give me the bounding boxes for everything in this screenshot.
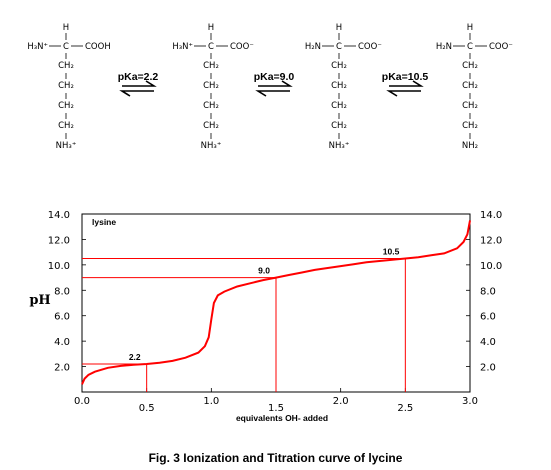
alpha-amine: H₃N⁺ <box>27 42 48 52</box>
methylene-group: CH₂ <box>331 101 347 111</box>
equilibrium-1: pKa=2.2 <box>118 71 159 97</box>
methylene-group: CH₂ <box>331 121 347 131</box>
y-tick-label-right: 12.0 <box>480 235 502 246</box>
methylene-group: CH₂ <box>203 81 219 91</box>
pka-label: pKa=2.2 <box>118 71 159 83</box>
y-tick-label-right: 2.0 <box>480 363 496 374</box>
alpha-hydrogen: H <box>208 23 214 33</box>
x-tick-label: 1.5 <box>268 403 284 414</box>
x-axis-label: equivalents OH- added <box>236 413 328 423</box>
y-tick-label-left: 4.0 <box>54 337 70 348</box>
methylene-group: CH₂ <box>58 81 74 91</box>
methylene-group: CH₂ <box>203 101 219 111</box>
carboxyl-group: COO⁻ <box>489 42 513 52</box>
reverse-arrow <box>255 90 290 97</box>
y-tick-label-left: 2.0 <box>54 363 70 374</box>
side-chain-amine: NH₂ <box>462 141 478 151</box>
y-tick-label-right: 10.0 <box>480 261 502 272</box>
lysine-structure-3: H H₂N C COO⁻ CH₂ CH₂ CH₂ CH₂ NH₃⁺ <box>305 23 382 151</box>
y-tick-label-right: 6.0 <box>480 312 496 323</box>
methylene-group: CH₂ <box>58 121 74 131</box>
methylene-group: CH₂ <box>462 101 478 111</box>
y-tick-label-left: 12.0 <box>48 235 70 246</box>
carboxyl-group: COO⁻ <box>358 42 382 52</box>
x-tick-label: 2.5 <box>397 403 413 414</box>
alpha-carbon: C <box>208 42 214 52</box>
y-tick-label-right: 4.0 <box>480 337 496 348</box>
x-tick-label: 1.0 <box>203 396 219 407</box>
methylene-group: CH₂ <box>331 61 347 71</box>
alpha-amine: H₂N <box>305 42 321 52</box>
lysine-structure-4: H H₂N C COO⁻ CH₂ CH₂ CH₂ CH₂ NH₂ <box>436 23 513 151</box>
forward-arrow <box>389 80 424 87</box>
side-chain-amine: NH₃⁺ <box>329 141 350 151</box>
methylene-group: CH₂ <box>203 121 219 131</box>
y-tick-label-left: 14.0 <box>48 210 70 221</box>
titration-chart: 2.0 2.0 4.0 4.0 6.0 6.0 8.0 8.0 10.0 10.0 12.0 12.0… <box>29 210 502 423</box>
lysine-structure-1: H H₃N⁺ C COOH CH₂ CH₂ CH₂ CH₂ NH₃⁺ <box>27 23 110 151</box>
ionization-scheme: H H₃N⁺ C COOH CH₂ CH₂ CH₂ CH₂ NH₃⁺ H H₃N⁺ C COO⁻ CH₂ C… <box>27 23 513 151</box>
pka-annotation: 10.5 <box>383 247 400 257</box>
alpha-amine: H₃N⁺ <box>172 42 193 52</box>
methylene-group: CH₂ <box>58 61 74 71</box>
methylene-group: CH₂ <box>462 121 478 131</box>
y-tick-label-right: 8.0 <box>480 286 496 297</box>
methylene-group: CH₂ <box>203 61 219 71</box>
methylene-group: CH₂ <box>58 101 74 111</box>
equilibrium-3: pKa=10.5 <box>382 71 429 97</box>
alpha-carbon: C <box>467 42 473 52</box>
methylene-group: CH₂ <box>462 81 478 91</box>
alpha-carbon: C <box>336 42 342 52</box>
carboxyl-group: COO⁻ <box>230 42 254 52</box>
carboxyl-group: COOH <box>85 42 111 52</box>
x-tick-label: 2.0 <box>333 396 349 407</box>
side-chain-amine: NH₃⁺ <box>201 141 222 151</box>
side-chain-amine: NH₃⁺ <box>56 141 77 151</box>
pka-annotation: 2.2 <box>129 352 141 362</box>
chart-title: lysine <box>92 217 116 227</box>
forward-arrow <box>122 80 157 87</box>
y-tick-label-left: 6.0 <box>54 312 70 323</box>
y-tick-label-left: 10.0 <box>48 261 70 272</box>
x-tick-label: 0.5 <box>139 403 155 414</box>
titration-curve <box>81 220 471 385</box>
reverse-arrow <box>386 90 421 97</box>
alpha-hydrogen: H <box>63 23 69 33</box>
lysine-structure-2: H H₃N⁺ C COO⁻ CH₂ CH₂ CH₂ CH₂ NH₃⁺ <box>172 23 253 151</box>
y-tick-label-right: 14.0 <box>480 210 502 221</box>
reverse-arrow <box>119 90 154 97</box>
equilibrium-2: pKa=9.0 <box>254 71 295 97</box>
alpha-amine: H₂N <box>436 42 452 52</box>
alpha-carbon: C <box>63 42 69 52</box>
pka-label: pKa=10.5 <box>382 71 429 83</box>
x-tick-label: 3.0 <box>462 396 478 407</box>
y-tick-label-left: 8.0 <box>54 286 70 297</box>
alpha-hydrogen: H <box>467 23 473 33</box>
pka-annotation: 9.0 <box>258 266 270 276</box>
methylene-group: CH₂ <box>331 81 347 91</box>
figure-caption: Fig. 3 Ionization and Titration curve of… <box>148 451 403 465</box>
pka-label: pKa=9.0 <box>254 71 295 83</box>
alpha-hydrogen: H <box>336 23 342 33</box>
forward-arrow <box>258 80 293 87</box>
methylene-group: CH₂ <box>462 61 478 71</box>
y-axis-label: pH <box>29 293 50 308</box>
x-tick-label: 0.0 <box>74 396 90 407</box>
